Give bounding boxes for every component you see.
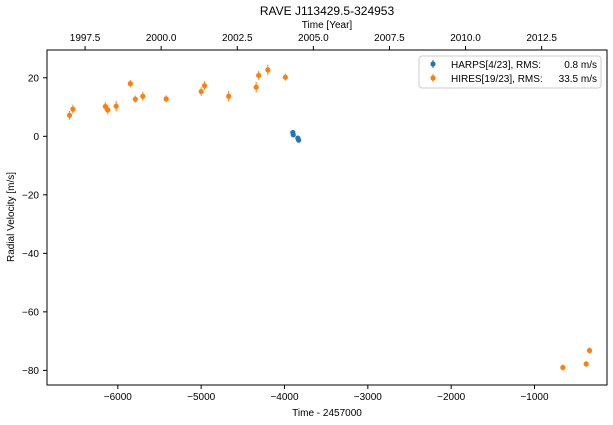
y-tick-label: −20 — [22, 190, 39, 201]
legend-entry-hires: HIRES[19/23], RMS: 33.5 m/s — [430, 74, 597, 85]
legend-rms-hires: 33.5 m/s — [559, 74, 597, 85]
data-point-hires — [201, 83, 208, 89]
chart-title: RAVE J113429.5-324953 — [260, 4, 395, 18]
data-point-hires — [163, 96, 169, 102]
y-tick-label: 20 — [28, 73, 40, 84]
data-point-hires — [282, 74, 288, 80]
x-tick-label: −2000 — [437, 392, 466, 403]
x-axis: −6000 −5000 −4000 −3000 −2000 −1000 — [104, 385, 549, 403]
data-point-hires — [132, 96, 138, 102]
data-point-hires — [253, 84, 259, 90]
x-tick-label: −5000 — [187, 392, 216, 403]
y-tick-label: −60 — [22, 307, 39, 318]
legend-rms-harps: 0.8 m/s — [564, 60, 597, 71]
data-point-hires — [265, 67, 271, 73]
top-axis-title: Time [Year] — [302, 20, 353, 31]
x-tick-label: −1000 — [520, 392, 549, 403]
data-point-hires — [226, 93, 232, 99]
data-point-hires — [198, 88, 204, 95]
top-axis: 1997.5 2000.0 2002.5 2005.0 2007.5 2010.0 2012… — [70, 33, 557, 50]
legend-marker-hires — [430, 75, 436, 81]
top-tick-label: 2007.5 — [374, 33, 405, 44]
data-point-hires — [66, 112, 73, 118]
data-point-hires — [127, 81, 133, 87]
top-tick-label: 2000.0 — [146, 33, 177, 44]
top-tick-label: 2005.0 — [298, 33, 329, 44]
top-tick-label: 1997.5 — [70, 33, 101, 44]
y-tick-label: −80 — [22, 366, 39, 377]
x-axis-title: Time - 2457000 — [292, 408, 362, 419]
y-axis: 20 0 −20 −40 −60 −80 — [22, 73, 47, 377]
top-tick-label: 2012.5 — [526, 33, 557, 44]
data-points — [66, 64, 593, 371]
data-point-hires — [140, 93, 146, 99]
data-point-hires — [105, 107, 111, 113]
legend-box — [418, 55, 602, 89]
data-point-hires — [586, 347, 593, 354]
data-point-hires — [70, 106, 76, 112]
x-tick-label: −4000 — [270, 392, 299, 403]
data-point-hires — [560, 364, 566, 371]
y-tick-label: 0 — [33, 132, 39, 143]
legend-label-hires: HIRES[19/23], RMS: — [451, 74, 543, 85]
data-point-harps — [290, 132, 296, 138]
data-point-harps — [296, 137, 302, 143]
legend: HARPS[4/23], RMS: 0.8 m/s HIRES[19/23], … — [418, 55, 602, 89]
legend-label-harps: HARPS[4/23], RMS: — [451, 60, 541, 71]
top-tick-label: 2002.5 — [222, 33, 253, 44]
y-tick-label: −40 — [22, 249, 39, 260]
top-tick-label: 2010.0 — [450, 33, 481, 44]
x-tick-label: −6000 — [104, 392, 133, 403]
plot-area-frame — [46, 49, 608, 386]
data-point-hires — [583, 361, 589, 367]
x-tick-label: −3000 — [354, 392, 383, 403]
legend-marker-harps — [430, 61, 436, 67]
data-point-hires — [256, 72, 262, 79]
y-axis-title: Radial Velocity [m/s] — [6, 172, 17, 262]
data-point-hires — [113, 103, 119, 109]
legend-entry-harps: HARPS[4/23], RMS: 0.8 m/s — [430, 60, 597, 71]
